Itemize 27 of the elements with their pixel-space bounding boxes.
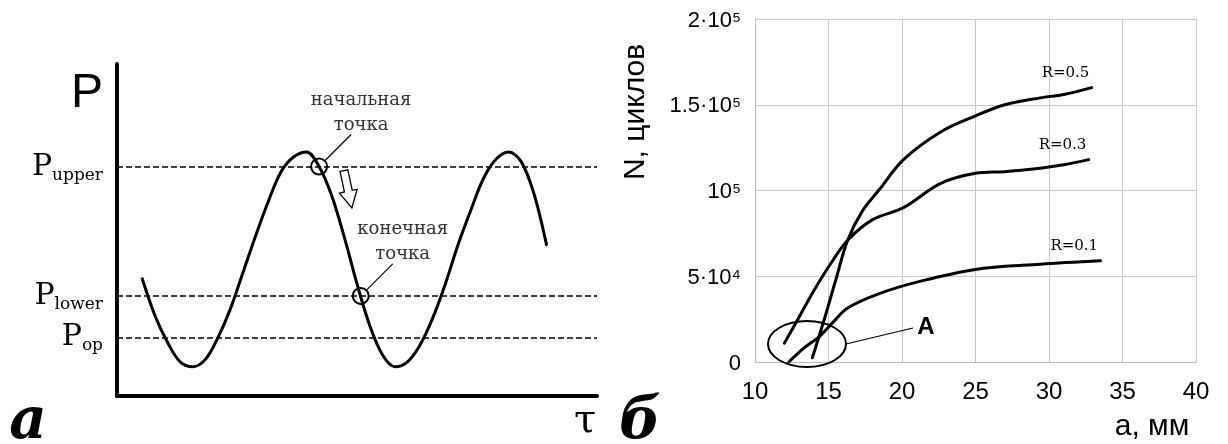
- x-tick-label: 30: [1035, 376, 1063, 404]
- y-tick-label: 0: [728, 349, 741, 375]
- series-label: R=0.1: [1050, 235, 1099, 254]
- ref-line-label: P$_{op}$: [61, 317, 104, 355]
- x-axis-title: а, мм: [1114, 407, 1190, 441]
- series-label: R=0.5: [1041, 62, 1090, 81]
- y-axis-title: N, циклов: [616, 43, 650, 181]
- ref-line-label: P$_{lower}$: [34, 275, 104, 314]
- y-axis-title: P: [70, 63, 104, 117]
- x-tick-label: 20: [888, 376, 916, 404]
- text: а: [9, 384, 47, 444]
- annotation: начальная точка: [310, 87, 412, 134]
- x-tick-label: 40: [1182, 376, 1210, 404]
- y-tick-label: 2·10⁵: [687, 6, 741, 32]
- x-axis-title: τ: [573, 395, 597, 441]
- x-tick-label: 25: [962, 376, 989, 404]
- y-tick-label: 5·10⁴: [687, 263, 741, 289]
- x-tick-label: 15: [815, 376, 842, 404]
- annotation: конечная точка: [357, 216, 449, 263]
- y-tick-label: 10⁵: [707, 178, 741, 203]
- annotation: A: [917, 312, 935, 339]
- text: б: [619, 384, 661, 444]
- x-tick-label: 10: [741, 376, 769, 404]
- series-label: R=0.3: [1038, 134, 1087, 153]
- x-tick-label: 35: [1109, 376, 1136, 404]
- y-tick-label: 1.5·10⁵: [669, 92, 741, 118]
- ref-line-label: P$_{upper}$: [31, 146, 104, 184]
